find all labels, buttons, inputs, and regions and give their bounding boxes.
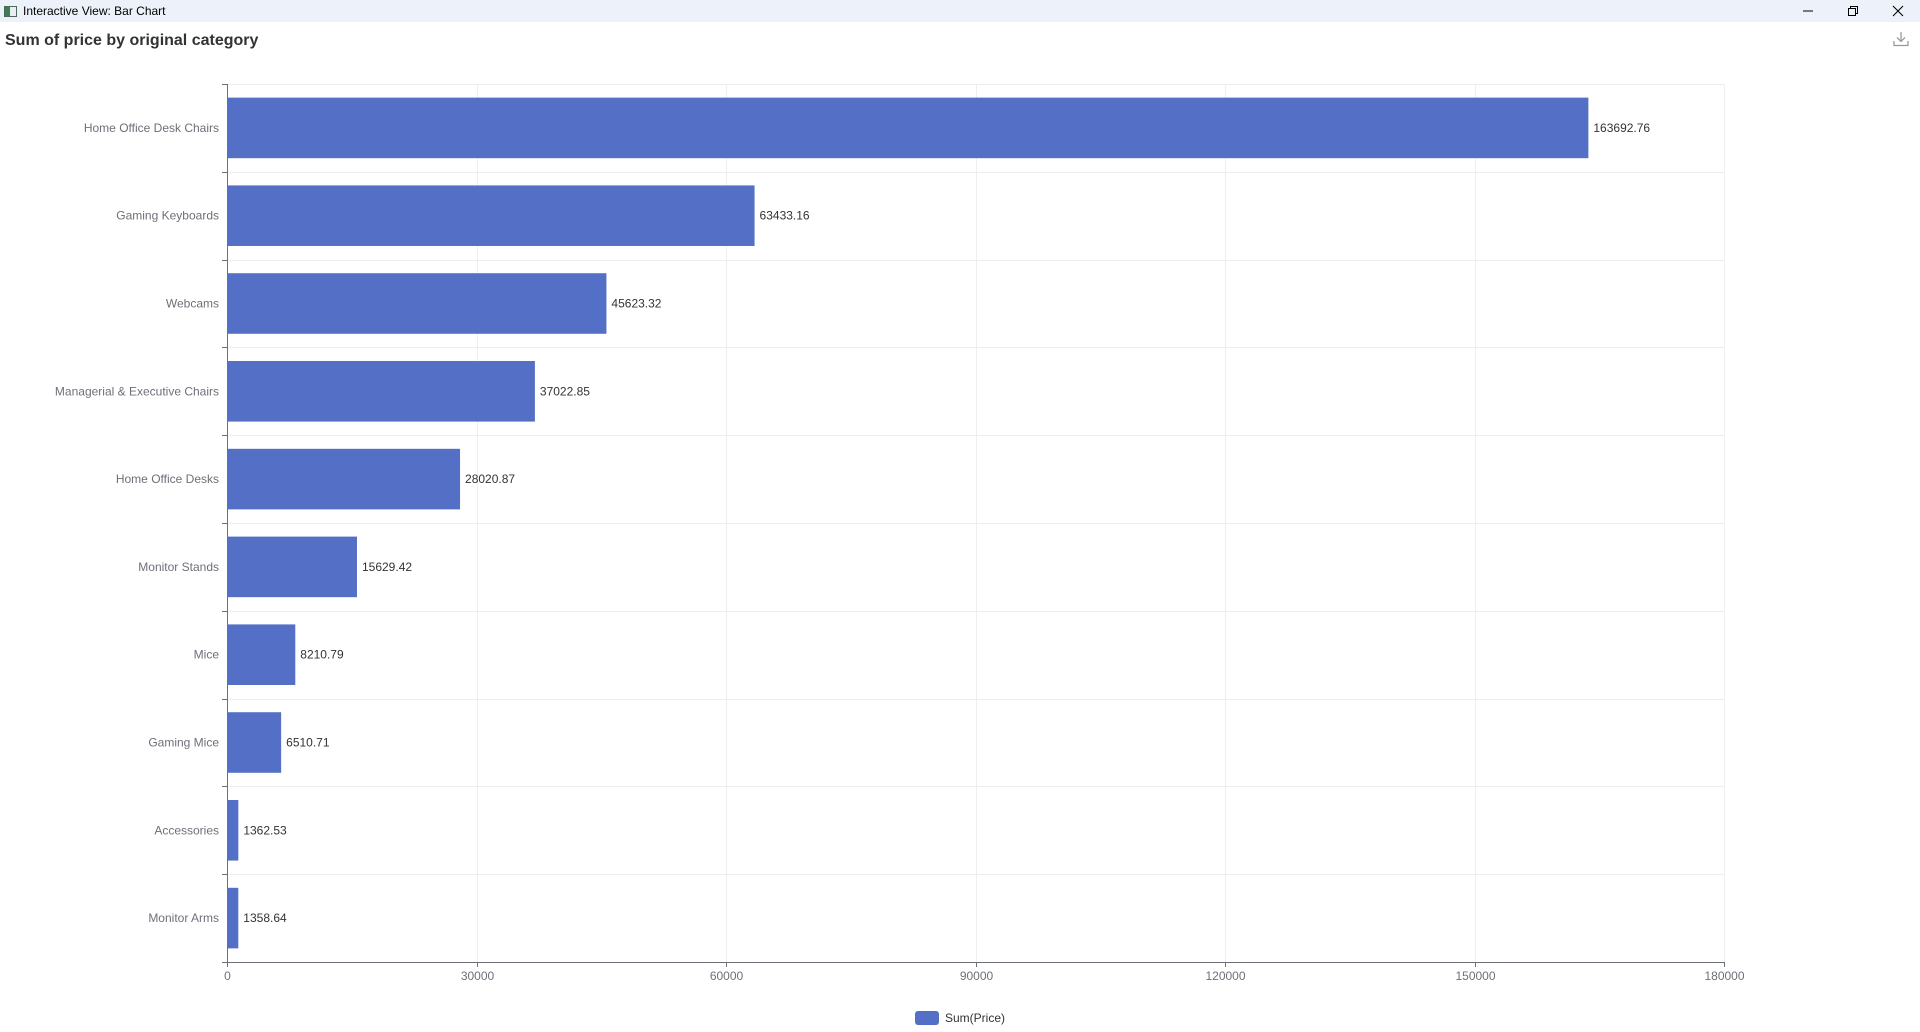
x-tick-label: 0 (224, 969, 231, 983)
category-label: Home Office Desk Chairs (84, 121, 219, 135)
grid-lines (227, 84, 1725, 962)
minimize-button[interactable] (1785, 0, 1830, 22)
labels: 163692.76 Home Office Desk Chairs 63433.16… (55, 121, 1745, 983)
legend-swatch (915, 1011, 939, 1025)
x-tick-label: 60000 (710, 969, 744, 983)
category-label: Gaming Keyboards (116, 209, 219, 223)
bars (227, 97, 1589, 949)
category-label: Managerial & Executive Chairs (55, 384, 219, 398)
bar (227, 185, 755, 246)
x-tick-label: 90000 (960, 969, 994, 983)
legend[interactable]: Sum(Price) (915, 1011, 1005, 1025)
download-icon (1893, 32, 1909, 47)
bar-value-label: 45623.32 (611, 297, 661, 311)
bar-value-label: 15629.42 (362, 560, 412, 574)
category-label: Monitor Stands (138, 560, 219, 574)
bar-value-label: 1358.64 (243, 911, 287, 925)
bar-value-label: 8210.79 (300, 648, 344, 662)
close-icon (1892, 5, 1903, 17)
bar (227, 624, 296, 685)
legend-label: Sum(Price) (945, 1011, 1006, 1025)
category-label: Accessories (154, 823, 219, 837)
category-label: Webcams (166, 297, 219, 311)
category-label: Gaming Mice (148, 736, 219, 750)
bar (227, 361, 535, 422)
x-tick-label: 30000 (461, 969, 495, 983)
bar-value-label: 6510.71 (286, 736, 330, 750)
window-titlebar: Interactive View: Bar Chart (0, 0, 1920, 22)
category-label: Mice (194, 648, 220, 662)
x-tick-label: 150000 (1455, 969, 1495, 983)
category-label: Monitor Arms (148, 911, 219, 925)
bar (227, 97, 1589, 159)
x-tick-label: 120000 (1205, 969, 1245, 983)
bar (227, 800, 239, 861)
bar (227, 887, 239, 949)
bar-value-label: 1362.53 (243, 823, 287, 837)
restore-icon (1847, 6, 1858, 16)
bar-value-label: 163692.76 (1593, 121, 1650, 135)
window-title: Interactive View: Bar Chart (23, 4, 166, 18)
bar (227, 536, 357, 598)
x-tick-label: 180000 (1704, 969, 1744, 983)
bar (227, 712, 282, 773)
bar (227, 273, 607, 334)
restore-button[interactable] (1830, 0, 1875, 22)
chart-title: Sum of price by original category (5, 32, 259, 49)
axes (222, 84, 1725, 967)
bar-value-label: 28020.87 (465, 472, 515, 486)
app-icon (4, 5, 17, 17)
close-button[interactable] (1875, 0, 1920, 22)
bar (227, 448, 461, 510)
bar-value-label: 37022.85 (540, 384, 590, 398)
category-label: Home Office Desks (116, 472, 219, 486)
minimize-icon (1802, 10, 1813, 12)
window-controls (1785, 0, 1920, 22)
bar-value-label: 63433.16 (760, 209, 810, 223)
download-button[interactable] (1890, 28, 1912, 50)
